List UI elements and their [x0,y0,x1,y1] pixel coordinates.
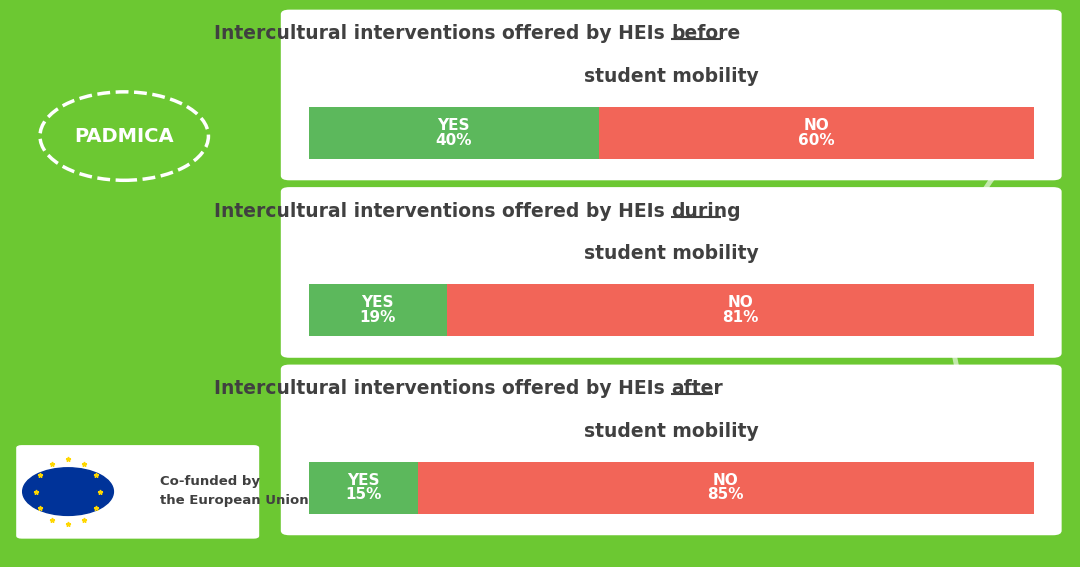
FancyBboxPatch shape [16,445,259,539]
Text: 15%: 15% [345,488,381,502]
Text: 81%: 81% [721,310,758,325]
Text: NO: NO [804,118,829,133]
Text: the European Union: the European Union [160,494,309,506]
Text: PADMICA: PADMICA [75,126,174,146]
Text: after: after [671,379,723,399]
Text: YES: YES [437,118,470,133]
Text: 60%: 60% [798,133,835,147]
FancyBboxPatch shape [281,365,1062,535]
FancyBboxPatch shape [281,10,1062,180]
FancyBboxPatch shape [281,187,1062,358]
Text: before: before [671,24,741,44]
Text: during: during [671,202,741,221]
Circle shape [23,468,113,515]
Text: YES: YES [362,295,394,310]
Text: Intercultural interventions offered by HEIs: Intercultural interventions offered by H… [214,379,671,399]
Text: NO: NO [713,473,739,488]
Text: student mobility: student mobility [584,244,758,264]
Bar [309,284,446,336]
Bar [418,462,1034,514]
Bar [446,284,1034,336]
Text: Intercultural interventions offered by HEIs: Intercultural interventions offered by H… [214,24,671,44]
Text: Intercultural interventions offered by HEIs: Intercultural interventions offered by H… [214,202,671,221]
Bar [309,107,598,159]
Text: student mobility: student mobility [584,67,758,86]
Text: NO: NO [727,295,753,310]
Text: YES: YES [347,473,379,488]
Text: student mobility: student mobility [584,422,758,441]
Text: 40%: 40% [435,133,472,147]
Text: Co-funded by: Co-funded by [160,476,260,488]
Text: 19%: 19% [360,310,396,325]
Text: 85%: 85% [707,488,744,502]
Bar [309,462,418,514]
Bar [598,107,1034,159]
